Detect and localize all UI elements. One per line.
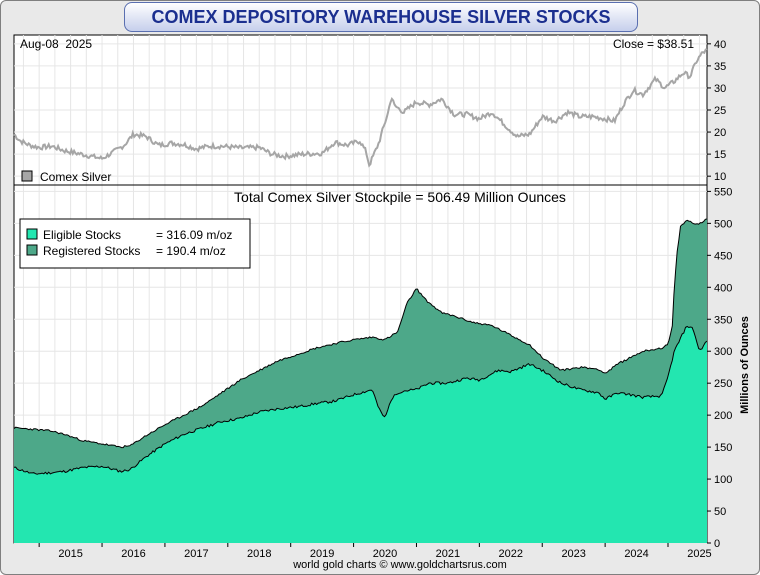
x-tick-label: 2022 bbox=[499, 548, 523, 560]
stock-legend-box bbox=[19, 218, 251, 269]
price-y-tick-label: 20 bbox=[714, 127, 726, 139]
legend-registered-label: Registered Stocks bbox=[43, 244, 140, 258]
price-close-label: Close = $38.51 bbox=[613, 37, 694, 51]
price-y-tick-label: 40 bbox=[714, 39, 726, 51]
stock-y-tick-label: 350 bbox=[714, 314, 732, 326]
x-tick-label: 2018 bbox=[247, 548, 271, 560]
axes: 1015202530354005010015020025030035040045… bbox=[38, 39, 732, 560]
legend-eligible-value: = 316.09 m/oz bbox=[156, 228, 232, 242]
price-y-tick-label: 30 bbox=[714, 83, 726, 95]
stock-y-tick-label: 200 bbox=[714, 410, 732, 422]
stock-title: Total Comex Silver Stockpile = 506.49 Mi… bbox=[234, 189, 566, 205]
x-tick-label: 2023 bbox=[561, 548, 585, 560]
x-tick-label: 2019 bbox=[310, 548, 334, 560]
price-y-tick-label: 35 bbox=[714, 61, 726, 73]
price-y-tick-label: 25 bbox=[714, 105, 726, 117]
stock-y-tick-label: 450 bbox=[714, 250, 732, 262]
x-tick-label: 2015 bbox=[58, 548, 82, 560]
stock-y-tick-label: 400 bbox=[714, 282, 732, 294]
price-date-label: Aug-08 2025 bbox=[20, 37, 92, 51]
chart-title: COMEX DEPOSITORY WAREHOUSE SILVER STOCKS bbox=[151, 7, 611, 27]
stock-areas bbox=[13, 218, 708, 543]
x-tick-label: 2021 bbox=[436, 548, 460, 560]
stock-y-tick-label: 0 bbox=[714, 538, 720, 550]
legend-eligible-label: Eligible Stocks bbox=[43, 228, 121, 242]
stock-y-tick-label: 100 bbox=[714, 474, 732, 486]
legend-registered-value: = 190.4 m/oz bbox=[156, 244, 226, 258]
x-tick-label: 2020 bbox=[373, 548, 397, 560]
stock-y-tick-label: 550 bbox=[714, 186, 732, 198]
price-series bbox=[13, 48, 708, 168]
stock-y-tick-label: 250 bbox=[714, 378, 732, 390]
legend-registered-swatch bbox=[26, 244, 38, 256]
price-legend-swatch bbox=[21, 170, 33, 182]
eligible-stocks-area bbox=[14, 326, 707, 543]
title-banner: COMEX DEPOSITORY WAREHOUSE SILVER STOCKS bbox=[124, 2, 638, 32]
footer-credit: world gold charts © www.goldchartsrus.co… bbox=[292, 559, 507, 571]
stock-y-tick-label: 300 bbox=[714, 346, 732, 358]
stock-y-tick-label: 50 bbox=[714, 506, 726, 518]
stock-y-tick-label: 150 bbox=[714, 442, 732, 454]
comex-silver-price-line bbox=[13, 48, 708, 168]
total-stocks-line bbox=[13, 218, 708, 449]
eligible-stocks-line bbox=[13, 325, 708, 475]
y-axis-label: Millions of Ounces bbox=[739, 316, 751, 414]
price-y-tick-label: 15 bbox=[714, 149, 726, 161]
x-tick-label: 2016 bbox=[121, 548, 145, 560]
legend-eligible-swatch bbox=[26, 228, 38, 240]
x-tick-label: 2017 bbox=[184, 548, 208, 560]
price-y-tick-label: 10 bbox=[714, 171, 726, 183]
stock-y-tick-label: 500 bbox=[714, 218, 732, 230]
x-tick-label: 2024 bbox=[624, 548, 648, 560]
x-tick-label: 2025 bbox=[687, 548, 711, 560]
price-legend-label: Comex Silver bbox=[40, 170, 111, 184]
